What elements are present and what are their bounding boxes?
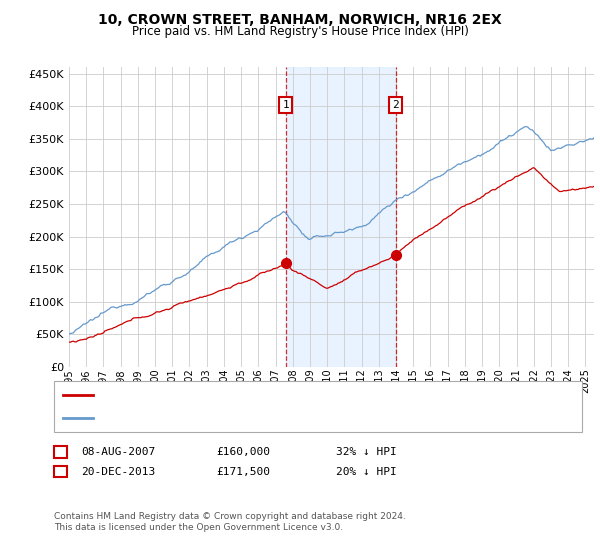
Text: £160,000: £160,000 [216, 447, 270, 457]
Text: 2: 2 [392, 100, 399, 110]
Text: 1: 1 [283, 100, 289, 110]
Text: 1: 1 [57, 447, 64, 457]
Text: 10, CROWN STREET, BANHAM, NORWICH, NR16 2EX: 10, CROWN STREET, BANHAM, NORWICH, NR16 … [98, 13, 502, 27]
Text: Price paid vs. HM Land Registry's House Price Index (HPI): Price paid vs. HM Land Registry's House … [131, 25, 469, 39]
Text: 10, CROWN STREET, BANHAM, NORWICH, NR16 2EX (detached house): 10, CROWN STREET, BANHAM, NORWICH, NR16 … [99, 390, 474, 400]
Text: HPI: Average price, detached house, Breckland: HPI: Average price, detached house, Brec… [99, 413, 380, 423]
Text: 20-DEC-2013: 20-DEC-2013 [81, 466, 155, 477]
Text: 20% ↓ HPI: 20% ↓ HPI [336, 466, 397, 477]
Bar [286, 67, 395, 367]
Text: 08-AUG-2007: 08-AUG-2007 [81, 447, 155, 457]
Text: Contains HM Land Registry data © Crown copyright and database right 2024.
This d: Contains HM Land Registry data © Crown c… [54, 512, 406, 532]
Text: 2: 2 [57, 466, 64, 477]
Text: 32% ↓ HPI: 32% ↓ HPI [336, 447, 397, 457]
Text: £171,500: £171,500 [216, 466, 270, 477]
